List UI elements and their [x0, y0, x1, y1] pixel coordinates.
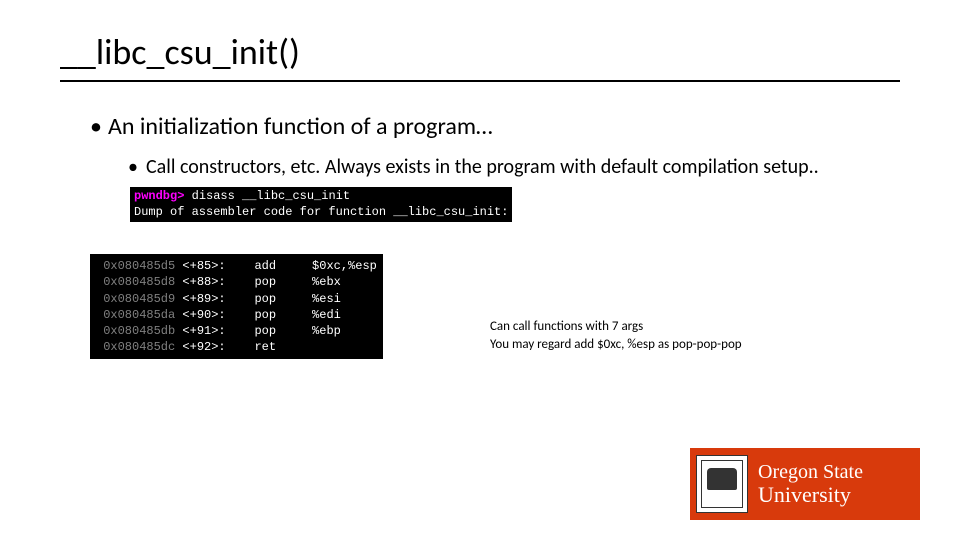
disasm-args: %ebp	[312, 324, 341, 338]
disasm-row: 0x080485d9 <+89>: pop %esi	[96, 291, 377, 307]
disasm-addr: 0x080485d5	[96, 259, 182, 273]
disasm-op: add	[254, 259, 312, 273]
disasm-op: ret	[254, 340, 312, 354]
terminal-dump-line: Dump of assembler code for function __li…	[134, 205, 508, 221]
disasm-offset: <+89>:	[182, 292, 254, 306]
note-line-2: You may regard add $0xc, %esp as pop-pop…	[490, 336, 742, 354]
osu-logo-line2: University	[758, 483, 863, 506]
disasm-args: %esi	[312, 292, 341, 306]
disasm-args: $0xc,%esp	[312, 259, 377, 273]
osu-logo-line1: Oregon State	[758, 462, 863, 483]
bullet-2: Call constructors, etc. Always exists in…	[110, 155, 900, 179]
disasm-args: %edi	[312, 308, 341, 322]
disasm-offset: <+90>:	[182, 308, 254, 322]
disasm-addr: 0x080485da	[96, 308, 182, 322]
osu-logo: Oregon State University	[690, 448, 920, 520]
disasm-addr: 0x080485dc	[96, 340, 182, 354]
disasm-row: 0x080485d5 <+85>: add $0xc,%esp	[96, 258, 377, 274]
disasm-addr: 0x080485d8	[96, 275, 182, 289]
disasm-offset: <+85>:	[182, 259, 254, 273]
disasm-addr: 0x080485d9	[96, 292, 182, 306]
bullet-1: An initialization function of a program…	[90, 112, 900, 141]
terminal-header: pwndbg> disass __libc_csu_init Dump of a…	[130, 187, 512, 222]
osu-logo-text: Oregon State University	[758, 462, 863, 506]
disasm-args: %ebx	[312, 275, 341, 289]
disasm-addr: 0x080485db	[96, 324, 182, 338]
osu-seal-icon	[696, 455, 748, 513]
disasm-op: pop	[254, 292, 312, 306]
note-line-1: Can call functions with 7 args	[490, 318, 742, 336]
terminal-command: disass __libc_csu_init	[184, 189, 350, 203]
content-area: An initialization function of a program……	[60, 112, 900, 359]
disasm-offset: <+92>:	[182, 340, 254, 354]
side-note: Can call functions with 7 args You may r…	[490, 318, 742, 353]
disasm-row: 0x080485d8 <+88>: pop %ebx	[96, 274, 377, 290]
terminal-prompt: pwndbg>	[134, 189, 184, 203]
disasm-op: pop	[254, 275, 312, 289]
slide-container: __libc_csu_init() An initialization func…	[0, 0, 960, 540]
terminal-line-1: pwndbg> disass __libc_csu_init	[134, 189, 508, 205]
disasm-offset: <+88>:	[182, 275, 254, 289]
disasm-row: 0x080485db <+91>: pop %ebp	[96, 323, 377, 339]
disasm-row: 0x080485da <+90>: pop %edi	[96, 307, 377, 323]
disasm-op: pop	[254, 324, 312, 338]
disasm-row: 0x080485dc <+92>: ret	[96, 339, 377, 355]
disasm-op: pop	[254, 308, 312, 322]
disasm-block: 0x080485d5 <+85>: add $0xc,%esp 0x080485…	[90, 254, 383, 359]
disasm-offset: <+91>:	[182, 324, 254, 338]
page-title: __libc_csu_init()	[60, 30, 900, 82]
